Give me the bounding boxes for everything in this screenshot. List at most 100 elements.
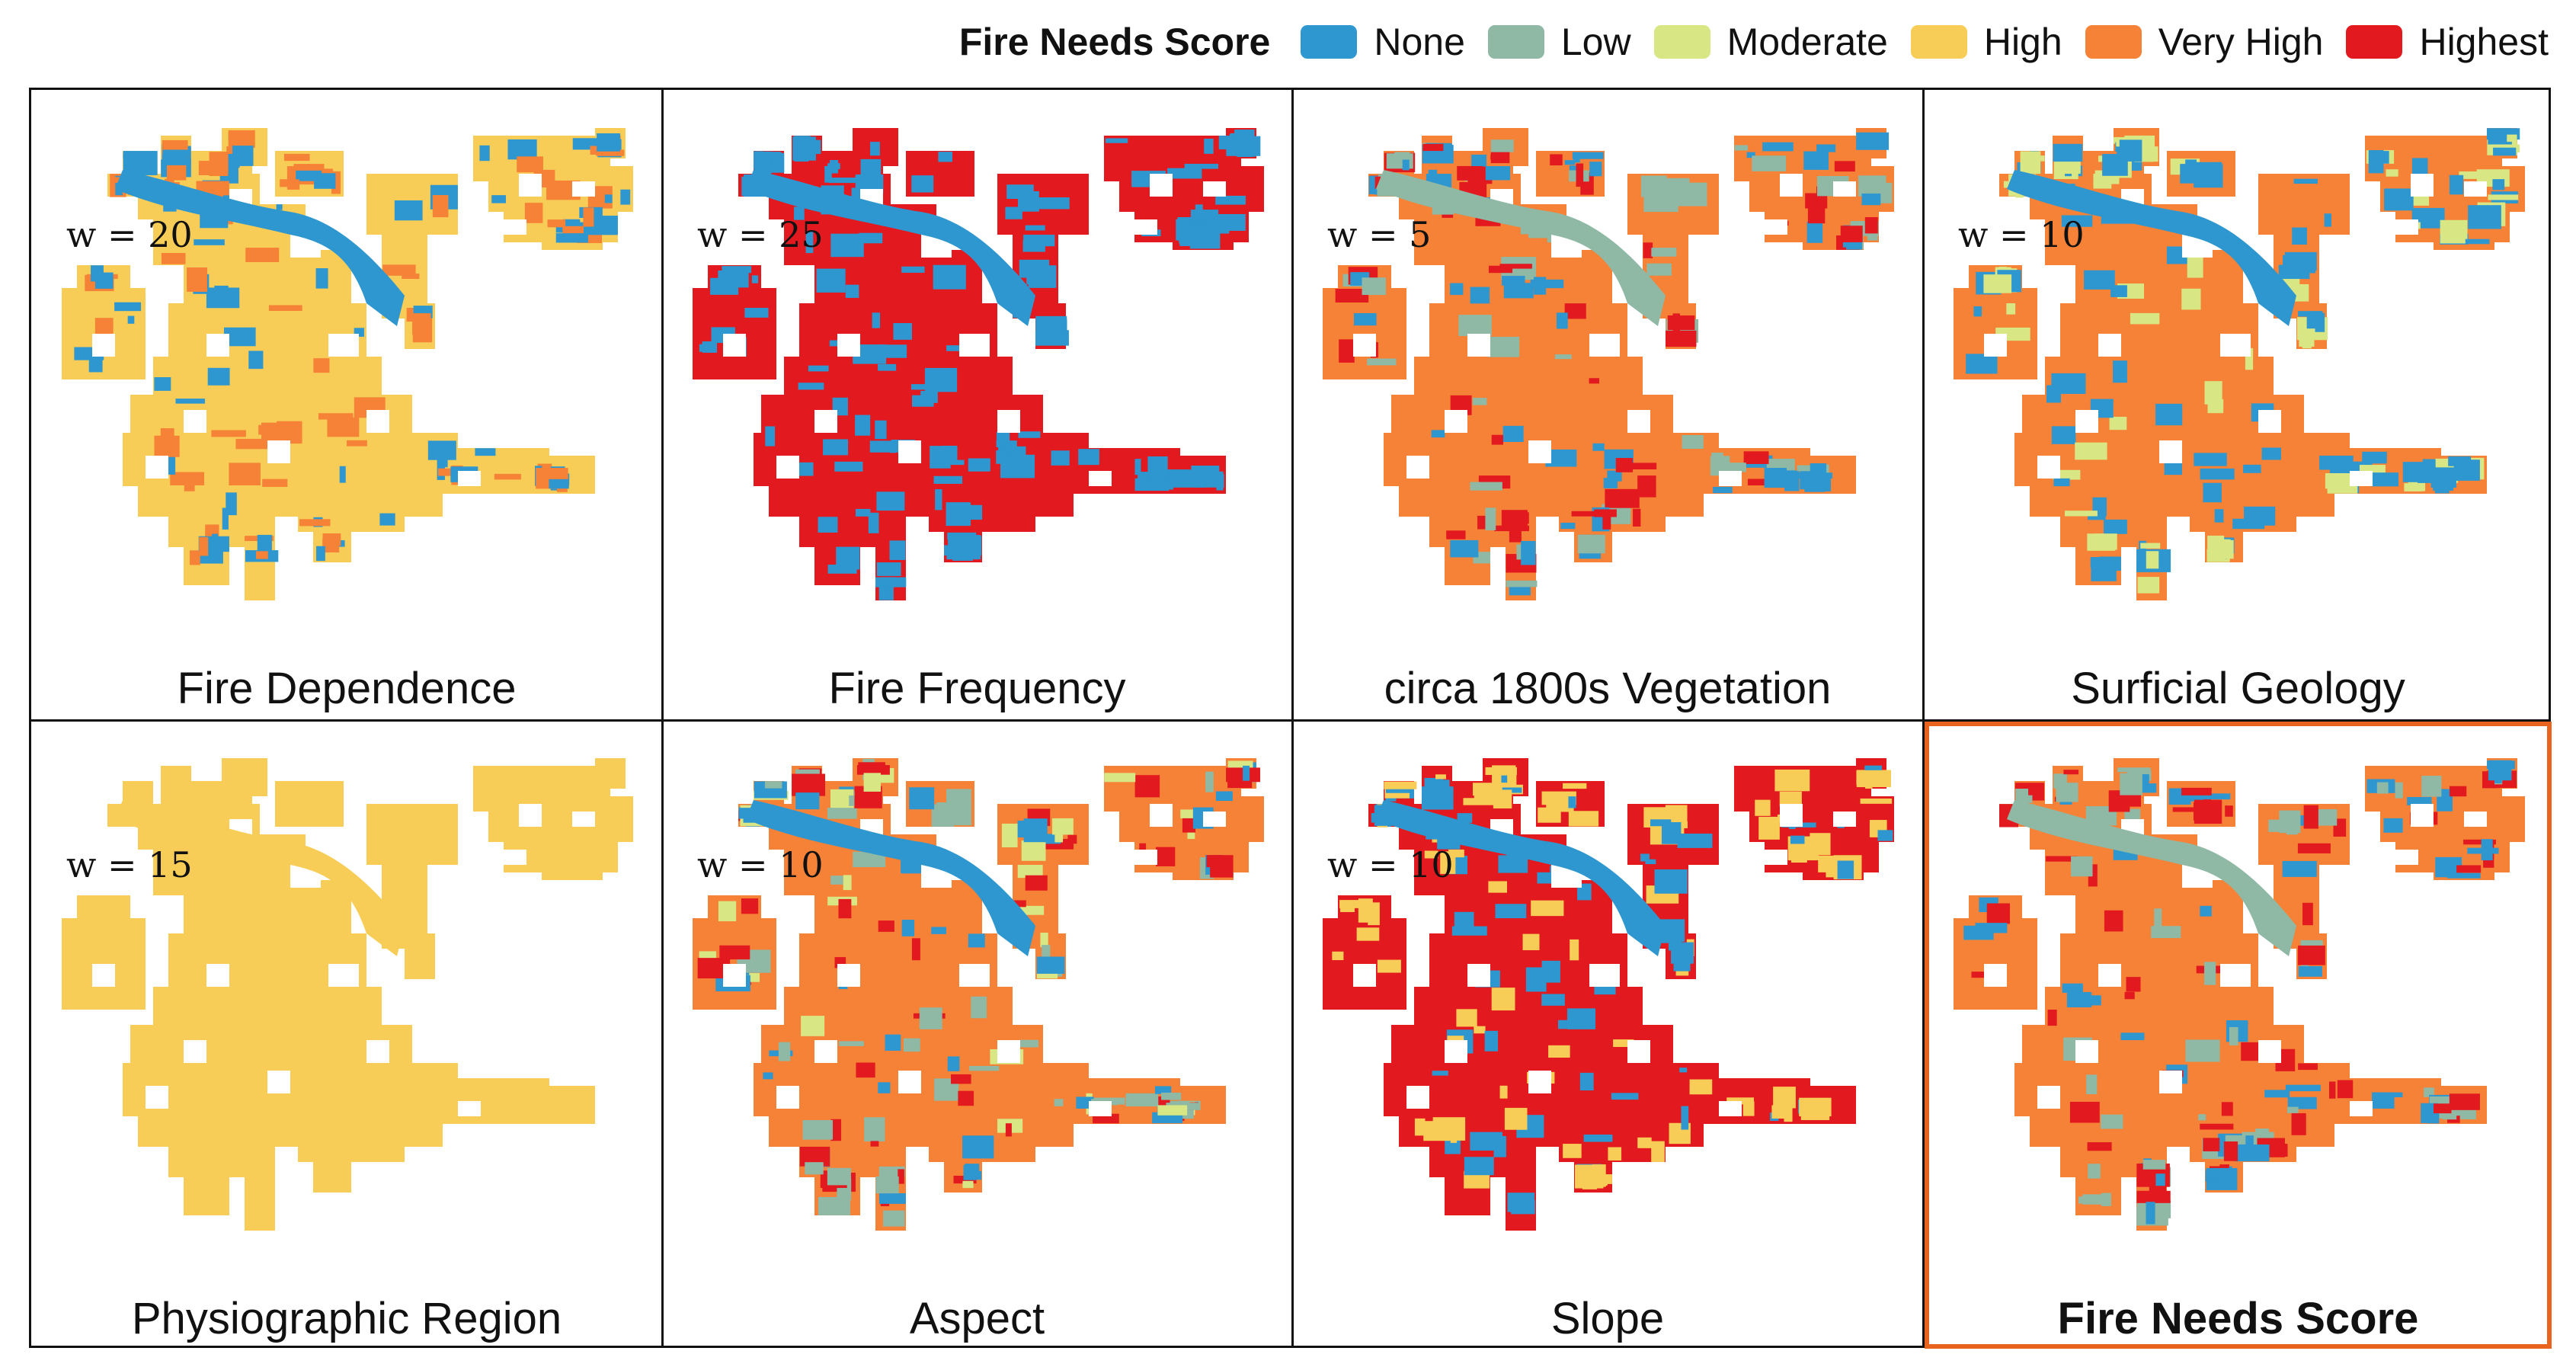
map-class-patch xyxy=(2185,1039,2220,1062)
map-gap xyxy=(2258,410,2281,433)
map-class-patch xyxy=(1790,835,1805,844)
map-gap xyxy=(2220,334,2251,357)
map-gap xyxy=(184,410,206,433)
map-gap xyxy=(1528,1071,1551,1093)
map-class-patch xyxy=(920,391,938,403)
map-class-patch xyxy=(798,462,814,476)
map-gap xyxy=(572,812,595,827)
map-class-patch xyxy=(864,1117,885,1141)
map-gap xyxy=(1467,964,1490,987)
map-class-patch xyxy=(1422,786,1454,810)
map-class-patch xyxy=(1422,143,1444,152)
map-class-patch xyxy=(2386,169,2398,177)
map-class-patch xyxy=(1566,1008,1596,1029)
map-class-patch xyxy=(885,1034,901,1051)
map-class-patch xyxy=(2395,782,2403,799)
map-class-patch xyxy=(933,264,966,290)
map-class-patch xyxy=(1485,507,1496,530)
map-class-patch xyxy=(2337,1080,2354,1099)
map-class-patch xyxy=(339,466,346,483)
map-class-patch xyxy=(2434,1103,2452,1114)
map-class-patch xyxy=(2284,251,2317,271)
map-class-patch xyxy=(2203,482,2222,503)
map-class-patch xyxy=(1042,945,1051,957)
map-panel-physiographic-region: w = 15 Physiographic Region xyxy=(31,720,662,1350)
map-class-patch xyxy=(583,207,594,227)
map-class-patch xyxy=(198,161,213,175)
map-class-patch xyxy=(1557,1020,1570,1029)
map-region-block xyxy=(184,880,351,941)
map-class-patch xyxy=(1035,197,1070,210)
map-class-patch xyxy=(1963,925,1994,940)
map-class-patch xyxy=(946,789,971,805)
legend-label: Very High xyxy=(2158,21,2324,63)
map-class-patch xyxy=(2206,1171,2217,1183)
map-class-patch xyxy=(1525,967,1547,992)
map-class-patch xyxy=(1563,1144,1582,1158)
map-class-patch xyxy=(1675,967,1689,976)
map-class-patch xyxy=(2325,473,2351,489)
map-class-patch xyxy=(1689,1079,1713,1095)
legend-label: Moderate xyxy=(1726,21,1888,63)
map-gap xyxy=(1353,964,1376,987)
map-class-patch xyxy=(2139,540,2146,563)
map-class-patch xyxy=(1643,242,1653,258)
map-class-patch xyxy=(1025,225,1045,231)
map-class-patch xyxy=(1484,1030,1499,1052)
panel-title: Fire Frequency xyxy=(828,664,1126,713)
map-class-patch xyxy=(969,1065,1000,1071)
map-class-patch xyxy=(2091,565,2117,581)
map-class-patch xyxy=(1583,1134,1613,1142)
map-region-block xyxy=(313,1162,351,1193)
map-class-patch xyxy=(1594,509,1617,517)
map-gap xyxy=(1984,334,2007,357)
map-class-patch xyxy=(2181,787,2212,796)
map-class-patch xyxy=(1530,279,1564,289)
map-class-patch xyxy=(1603,478,1618,488)
map-class-patch xyxy=(1816,144,1836,152)
map-class-patch xyxy=(911,938,920,961)
map-class-patch xyxy=(859,232,883,244)
map-class-patch xyxy=(1755,799,1771,816)
map-gap xyxy=(2037,1086,2060,1109)
map-panel-fire-needs-score: Fire Needs Score xyxy=(1923,720,2553,1350)
map-class-patch xyxy=(2006,303,2016,315)
map-class-patch xyxy=(245,248,280,263)
map-class-patch xyxy=(2293,178,2318,184)
map-class-patch xyxy=(2198,793,2231,800)
map-gap xyxy=(2098,334,2121,357)
map-class-patch xyxy=(1877,830,1893,841)
map-class-patch xyxy=(2164,463,2182,475)
map-class-patch xyxy=(2380,1092,2403,1098)
map-class-patch xyxy=(1490,139,1514,152)
map-class-patch xyxy=(1746,152,1755,158)
map-region-block xyxy=(275,781,344,827)
map-gap xyxy=(1445,1040,1467,1063)
legend-label: Low xyxy=(1560,21,1631,63)
map-class-patch xyxy=(161,253,186,264)
map-class-patch xyxy=(2315,312,2325,332)
map-class-patch xyxy=(1667,315,1695,331)
map-gap xyxy=(458,471,481,486)
map-gap xyxy=(2395,219,2418,235)
map-gap xyxy=(898,440,921,463)
panel-title: Physiographic Region xyxy=(131,1294,562,1343)
map-class-patch xyxy=(901,266,925,273)
map-gap xyxy=(1150,174,1173,197)
map-class-patch xyxy=(856,1062,875,1078)
map-gap xyxy=(1833,181,1856,197)
map-class-patch xyxy=(1818,855,1839,872)
map-class-patch xyxy=(1632,463,1657,469)
map-gap xyxy=(2075,1040,2098,1063)
map-class-patch xyxy=(838,898,852,919)
map-class-patch xyxy=(1734,145,1749,151)
map-class-patch xyxy=(2084,270,2115,290)
map-class-patch xyxy=(1029,868,1042,878)
map-gap xyxy=(1589,334,1620,357)
map-class-patch xyxy=(2154,908,2162,927)
map-class-patch xyxy=(1654,869,1688,894)
map-class-patch xyxy=(827,163,840,170)
map-class-patch xyxy=(1742,1101,1755,1116)
map-class-patch xyxy=(322,533,341,546)
map-class-patch xyxy=(1858,175,1886,197)
